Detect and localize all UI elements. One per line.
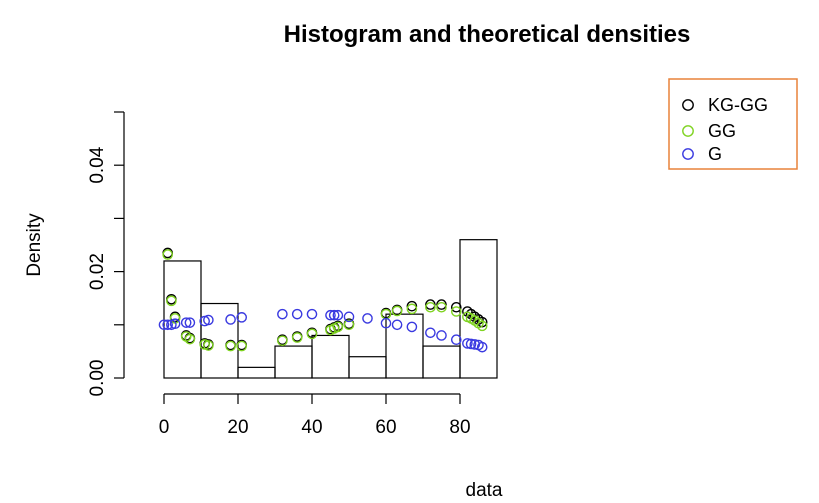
x-tick-label: 80 [449,417,470,438]
histogram-bar [422,345,461,379]
histogram-bars [163,239,498,379]
x-axis-label: data [466,480,503,501]
x-axis: 0 20 40 60 80 [159,393,471,438]
point-gg [450,306,462,317]
point-gg [225,340,236,352]
y-tick-label: 0.04 [87,146,108,183]
point-g [291,308,303,320]
point-gg [166,295,177,307]
legend-box [668,78,798,170]
legend-symbol-gg [682,125,694,137]
y-axis-label: Density [24,213,45,277]
point-gg [162,249,173,260]
x-tick-label: 0 [159,417,170,438]
point-gg [291,332,303,343]
point-gg [476,320,488,332]
point-kg-gg [406,300,418,312]
y-axis: 0.00 0.02 0.04 [87,111,125,397]
point-g [184,317,196,328]
point-g [425,327,436,339]
point-g [332,309,344,321]
x-tick-label: 40 [301,417,322,438]
histogram-bar [237,366,276,379]
point-g [450,334,462,345]
y-tick-label: 0.00 [87,360,108,397]
point-g [391,319,403,331]
legend-symbol-g [682,148,694,160]
point-g [325,309,336,321]
point-g [476,341,488,353]
point-gg [406,303,418,315]
point-g [203,314,214,326]
x-tick-label: 60 [375,417,396,438]
y-tick-label: 0.02 [87,253,108,290]
point-g [436,330,447,341]
histogram-bar [459,239,498,379]
point-gg [343,319,355,331]
point-kg-gg [425,299,436,310]
legend: KG-GG GG G [668,78,798,170]
point-g [465,338,477,350]
point-gg [203,340,214,351]
histogram-bar [385,313,424,379]
point-g [469,339,481,350]
point-g [462,338,473,349]
legend-symbol-kg-gg [682,99,694,111]
point-g [406,321,418,333]
point-g [362,313,373,324]
point-kg-gg [436,299,447,310]
point-g [380,317,392,329]
point-g [169,318,181,330]
density-points [158,247,488,353]
point-kg-gg [450,301,462,313]
legend-label-g: G [708,144,722,164]
point-g [162,319,173,331]
histogram-bar [348,356,387,379]
point-gg [236,340,247,352]
point-gg [332,321,344,333]
point-gg [436,301,447,313]
point-g [180,317,192,328]
legend-label-kg-gg: KG-GG [708,95,768,115]
point-gg [425,301,436,313]
point-gg [184,333,196,345]
point-g [277,308,288,320]
x-tick-label: 20 [227,417,248,438]
point-g [328,309,340,321]
histogram-bar [274,345,313,379]
point-gg [306,328,318,340]
point-g [306,308,318,320]
histogram-bar [311,334,350,379]
point-gg [277,335,288,347]
point-g [158,319,170,331]
point-g [225,314,236,325]
legend-label-gg: GG [708,121,736,141]
point-g [343,311,355,323]
point-gg [391,305,403,317]
chart-title: Histogram and theoretical densities [284,21,691,48]
point-g [236,312,247,323]
